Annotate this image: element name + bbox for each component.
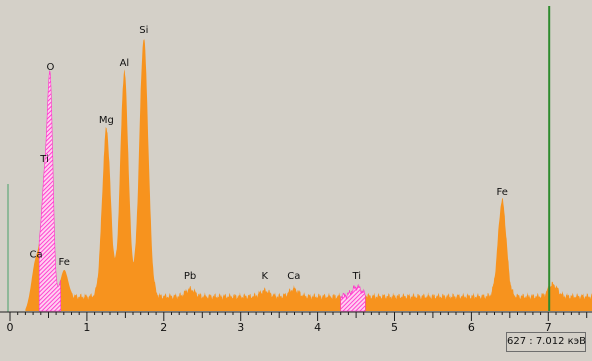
peak-label-al: Al [120, 58, 130, 69]
peak-label-fe: Fe [497, 187, 508, 198]
peak-label-o: O [46, 62, 54, 73]
x-tick-label: 2 [160, 321, 167, 334]
x-tick-label: 3 [237, 321, 244, 334]
overlap-region-o [38, 70, 62, 312]
x-axis: 0 1 2 3 4 5 6 7 [0, 311, 592, 334]
peak-labels: Ca Ti O Fe Mg Al Si Pb K Ca Ti Fe [30, 25, 508, 282]
peak-label-fe: Fe [59, 257, 70, 268]
peak-label-ca: Ca [287, 271, 300, 282]
overlap-regions [38, 70, 366, 312]
spectrum-area [25, 38, 592, 311]
peak-label-ca: Ca [30, 250, 43, 261]
x-tick-label: 4 [314, 321, 321, 334]
x-tick-label: 7 [545, 321, 552, 334]
peak-label-pb: Pb [184, 271, 196, 282]
x-tick-label: 1 [83, 321, 90, 334]
peak-label-ti: Ti [39, 154, 49, 165]
cursor-readout: 627 : 7.012 кэВ [506, 332, 586, 352]
peak-label-si: Si [139, 25, 148, 36]
peak-label-ti: Ti [352, 271, 362, 282]
peak-label-k: K [262, 271, 269, 282]
peak-label-mg: Mg [99, 115, 114, 126]
x-tick-label: 5 [391, 321, 398, 334]
x-tick-label: 0 [7, 321, 14, 334]
x-tick-label: 6 [468, 321, 475, 334]
overlap-region-ti [340, 283, 366, 312]
